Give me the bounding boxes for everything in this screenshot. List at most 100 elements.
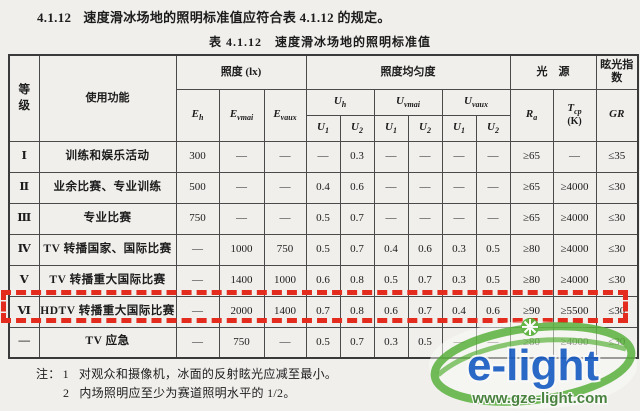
value-cell: 0.3 (339, 140, 375, 173)
value-cell: 0.5 (407, 326, 443, 359)
value-cell: 1400 (218, 264, 265, 297)
value-cell: — (407, 140, 443, 173)
value-cell: 0.5 (475, 233, 511, 266)
value-cell: — (373, 202, 409, 235)
grade-cell: Ⅱ (8, 171, 40, 204)
function-cell: HDTV 转播重大国际比赛 (38, 295, 177, 328)
value-cell: 0.6 (339, 171, 375, 204)
value-cell: 300 (175, 140, 220, 173)
header-uh-u1: U1 (305, 114, 341, 142)
table-row-grade-1: Ⅰ 训练和娱乐活动 300 — — — 0.3 — — — — ≥65 — ≤3… (8, 140, 639, 173)
header-grade: 等级 (8, 54, 40, 142)
function-cell: TV 应急 (38, 326, 177, 359)
grade-cell: Ⅵ (8, 295, 40, 328)
function-cell: 训练和娱乐活动 (38, 140, 177, 173)
header-uvaux-u1: U1 (441, 114, 477, 142)
value-cell: ≥5500 (552, 295, 597, 328)
value-cell: ≥65 (509, 140, 554, 173)
header-uvaux-u2: U2 (475, 114, 511, 142)
value-cell: 0.7 (339, 233, 375, 266)
value-cell: — (263, 202, 307, 235)
value-cell: 0.6 (475, 295, 511, 328)
value-cell: — (475, 202, 511, 235)
value-cell: — (373, 140, 409, 173)
grade-cell: Ⅴ (8, 264, 40, 297)
value-cell: 750 (218, 326, 265, 359)
value-cell: 0.3 (373, 326, 409, 359)
value-cell: — (305, 140, 341, 173)
header-illuminance: 照度 (lx) (175, 54, 307, 90)
value-cell: — (407, 202, 443, 235)
header-evmai: Evmai (218, 88, 265, 142)
note-1: 注： 1 对观众和摄像机，冰面的反射眩光应减至最小。 (36, 367, 338, 381)
table-row-grade-6-highlighted: Ⅵ HDTV 转播重大国际比赛 — 2000 1400 0.7 0.8 0.6 … (8, 295, 639, 328)
value-cell: 0.7 (339, 202, 375, 235)
grade-cell: — (8, 326, 40, 359)
header-uvaux: Uvaux (441, 88, 511, 116)
value-cell: 750 (263, 233, 307, 266)
value-cell: ≥4000 (552, 326, 597, 359)
value-cell: 2000 (218, 295, 265, 328)
function-cell: 专业比赛 (38, 202, 177, 235)
value-cell: ≥4000 (552, 233, 597, 266)
grade-cell: Ⅲ (8, 202, 40, 235)
function-cell: TV 转播重大国际比赛 (38, 264, 177, 297)
value-cell: 1000 (263, 264, 307, 297)
value-cell: 0.6 (373, 295, 409, 328)
lighting-standards-table: 等级 使用功能 照度 (lx) 照度均匀度 光 源 眩光指数 Eh Evmai … (8, 54, 640, 359)
note-1-text: 对观众和摄像机，冰面的反射眩光应减至最小。 (78, 367, 338, 381)
value-cell: 0.3 (441, 233, 477, 266)
value-cell: 0.7 (407, 295, 443, 328)
note-2: 2 内场照明应至少为赛道照明水平的 1/2。 (63, 386, 296, 401)
grade-cell: Ⅳ (8, 233, 40, 266)
value-cell: — (263, 140, 307, 173)
value-cell: 750 (175, 202, 220, 235)
value-cell: 0.5 (305, 326, 341, 359)
value-cell: — (407, 171, 443, 204)
value-cell: 0.7 (305, 295, 341, 328)
value-cell: ≥80 (509, 326, 554, 359)
table-row-grade-3: Ⅲ 专业比赛 750 — — 0.5 0.7 — — — — ≥65 ≥4000… (8, 202, 639, 235)
value-cell: ≥4000 (552, 171, 597, 204)
table-row-tv-emergency: — TV 应急 — 750 — 0.5 0.7 0.3 0.5 — — ≥80 … (8, 326, 639, 359)
table-row-grade-2: Ⅱ 业余比赛、专业训练 500 — — 0.4 0.6 — — — — ≥65 … (8, 171, 639, 204)
value-cell: — (263, 171, 307, 204)
value-cell: — (175, 295, 220, 328)
value-cell: 0.5 (475, 264, 511, 297)
table-caption: 表 4.1.12 速度滑冰场地的照明标准值 (208, 35, 431, 49)
header-ra: Ra (509, 88, 554, 142)
value-cell: 1400 (263, 295, 307, 328)
section-text: 速度滑冰场地的照明标准值应符合表 4.1.12 的规定。 (83, 10, 391, 25)
value-cell: 0.7 (407, 264, 443, 297)
value-cell: 0.4 (441, 295, 477, 328)
value-cell: ≥65 (509, 202, 554, 235)
value-cell: ≥80 (509, 264, 554, 297)
header-function: 使用功能 (38, 54, 177, 142)
header-gr: GR (595, 88, 639, 142)
note-label: 注： (36, 367, 61, 381)
value-cell: — (441, 171, 477, 204)
value-cell: 0.8 (339, 295, 375, 328)
value-cell: — (475, 326, 511, 359)
value-cell: ≤30 (595, 171, 639, 204)
value-cell: — (218, 140, 265, 173)
value-cell: 0.3 (441, 264, 477, 297)
grade-cell: Ⅰ (8, 140, 40, 173)
header-uvmai-u1: U1 (373, 114, 409, 142)
value-cell: — (441, 202, 477, 235)
header-uh-u2: U2 (339, 114, 375, 142)
value-cell: — (441, 326, 477, 359)
header-eh: Eh (175, 88, 220, 142)
value-cell: 500 (175, 171, 220, 204)
value-cell: — (552, 140, 597, 173)
value-cell: — (475, 140, 511, 173)
header-uvmai: Uvmai (373, 88, 443, 116)
function-cell: 业余比赛、专业训练 (38, 171, 177, 204)
table-row-grade-5: Ⅴ TV 转播重大国际比赛 — 1400 1000 0.6 0.8 0.5 0.… (8, 264, 639, 297)
value-cell: 0.6 (407, 233, 443, 266)
header-light-source: 光 源 (509, 54, 597, 90)
section-heading: 4.1.12 速度滑冰场地的照明标准值应符合表 4.1.12 的规定。 (37, 7, 391, 26)
value-cell: 0.5 (305, 202, 341, 235)
value-cell: — (263, 326, 307, 359)
value-cell: — (175, 326, 220, 359)
